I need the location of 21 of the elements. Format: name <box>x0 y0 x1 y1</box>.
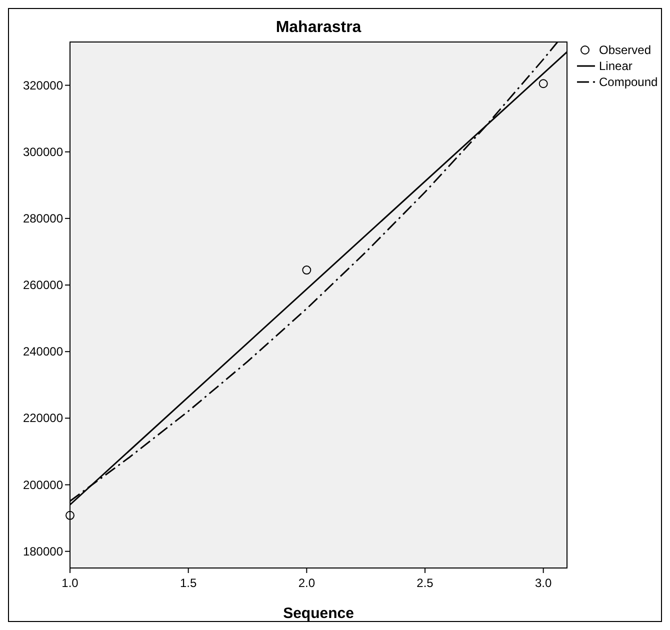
y-tick-label: 220000 <box>22 411 64 426</box>
y-tick-label: 280000 <box>22 211 64 226</box>
y-tick-label: 260000 <box>22 278 64 292</box>
x-tick-label: 2.5 <box>416 576 434 590</box>
x-tick-label: 2.0 <box>298 576 316 590</box>
chart-title: Maharastra <box>276 19 362 36</box>
x-tick-label: 3.0 <box>534 576 552 590</box>
point <box>302 266 312 275</box>
x-tick-label: 1.0 <box>62 576 79 590</box>
y-tick-label: 240000 <box>22 344 64 359</box>
point <box>538 79 548 88</box>
legend-label: Compound <box>599 75 658 89</box>
y-tick-label: 180000 <box>22 544 64 558</box>
legend-label: Observed <box>599 43 652 57</box>
legend-label: Linear <box>599 59 632 73</box>
point <box>66 510 74 520</box>
y-tick-label: 320000 <box>22 78 64 92</box>
y-tick-label: 200000 <box>22 478 64 492</box>
x-axis-title: Sequence <box>283 605 354 622</box>
x-tick-label: 1.5 <box>180 576 197 590</box>
y-tick-label: 300000 <box>22 144 64 159</box>
